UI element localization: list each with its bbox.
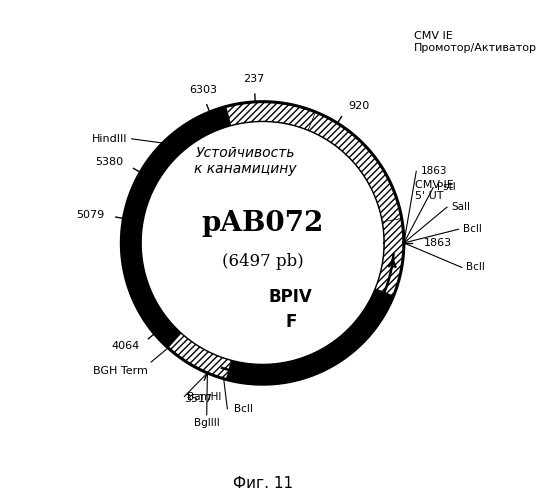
Text: 5079: 5079	[76, 210, 104, 220]
Text: Устойчивость
к канамицину: Устойчивость к канамицину	[194, 146, 297, 176]
Text: F: F	[285, 313, 296, 331]
Text: BPIV: BPIV	[269, 288, 313, 306]
Text: 1863: 1863	[423, 238, 452, 248]
Text: BglIII: BglIII	[194, 418, 220, 428]
Polygon shape	[121, 102, 404, 384]
Text: 5380: 5380	[95, 158, 123, 168]
Text: Фиг. 11: Фиг. 11	[232, 476, 293, 490]
Polygon shape	[226, 102, 316, 130]
Polygon shape	[168, 333, 231, 380]
Text: CMV IE
Промотор/Активатор: CMV IE Промотор/Активатор	[414, 31, 537, 52]
Text: SalI: SalI	[452, 202, 470, 212]
Text: BclI: BclI	[235, 404, 253, 414]
Text: 3517: 3517	[184, 394, 213, 404]
Text: 237: 237	[243, 74, 265, 84]
Text: 920: 920	[348, 102, 369, 112]
Text: 6303: 6303	[189, 85, 217, 95]
Text: 4064: 4064	[111, 342, 139, 351]
Text: PstI: PstI	[438, 182, 456, 192]
Text: 1863: 1863	[421, 166, 447, 176]
Text: CMV IE
5' UT: CMV IE 5' UT	[415, 180, 454, 202]
Text: HindIII: HindIII	[92, 134, 128, 144]
Text: BclI: BclI	[463, 224, 481, 234]
Polygon shape	[375, 218, 404, 296]
Text: BGH Term: BGH Term	[93, 366, 148, 376]
Polygon shape	[308, 112, 402, 222]
Text: pAB072: pAB072	[201, 210, 324, 236]
Text: BclI: BclI	[466, 262, 485, 272]
Text: BamHI: BamHI	[187, 392, 221, 402]
Text: (6497 pb): (6497 pb)	[222, 253, 304, 270]
